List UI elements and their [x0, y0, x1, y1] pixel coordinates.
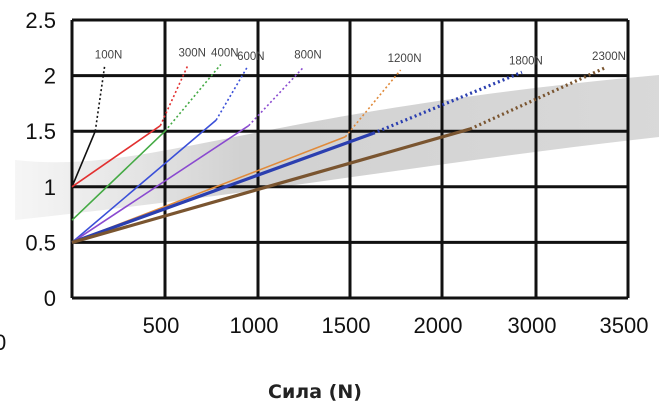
series-line-solid: [71, 124, 250, 244]
y-tick-label: 2: [44, 64, 56, 89]
series-line-dotted: [94, 66, 106, 132]
x-axis-label: Сила (N): [268, 381, 362, 403]
x-tick-label: 3000: [508, 313, 557, 338]
series-line-dotted: [215, 67, 248, 121]
series-line-solid: [71, 124, 161, 188]
x-tick-label: 2000: [414, 313, 463, 338]
y-tick-label: 2.5: [25, 8, 56, 33]
series-lines: [71, 63, 606, 244]
series-label: 1800N: [509, 55, 543, 67]
series-line-solid: [71, 130, 96, 188]
x-tick-label: 1000: [230, 313, 279, 338]
series-label: 2300N: [592, 51, 626, 63]
series-label: 600N: [237, 51, 265, 63]
x-tick-label: 3500: [600, 313, 649, 338]
y-tick-label: 0: [44, 286, 56, 311]
y-tick-label: 0.5: [25, 230, 56, 255]
series-label: 100N: [95, 50, 123, 62]
series-label: 400N: [211, 47, 239, 59]
series-line-solid: [71, 127, 471, 244]
series-line-solid: [71, 119, 217, 244]
series-line-solid: [71, 130, 166, 221]
series-label: 800N: [294, 50, 322, 62]
y-axis-ticks: 0 0.5 1 1.5 2 2.5: [25, 8, 56, 311]
y-tick-label: 1: [44, 175, 56, 200]
series-line-dotted: [164, 63, 222, 132]
partial-tick-glyph: 0: [0, 330, 6, 355]
x-axis-ticks: 500 1000 1500 2000 3000 3500: [143, 313, 649, 338]
x-tick-label: 1500: [322, 313, 371, 338]
x-tick-label: 500: [143, 313, 180, 338]
y-tick-label: 1.5: [25, 119, 56, 144]
chart-grid: [70, 18, 630, 300]
series-line-dotted: [372, 70, 523, 135]
series-line-dotted: [344, 69, 402, 138]
series-line-solid: [71, 131, 374, 244]
series-label: 1200N: [388, 53, 422, 65]
series-label: 300N: [179, 47, 207, 59]
